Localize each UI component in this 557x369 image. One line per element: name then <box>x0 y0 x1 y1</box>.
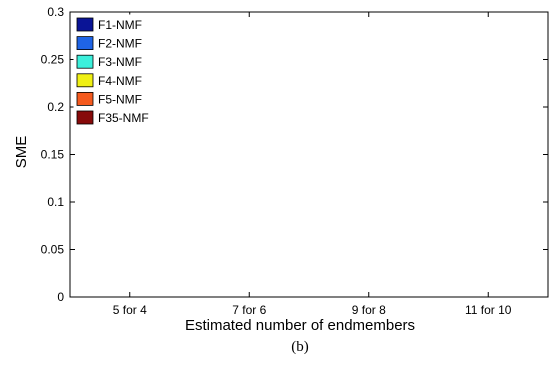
x-tick-label: 5 for 4 <box>113 303 147 317</box>
legend-label: F5-NMF <box>98 92 142 106</box>
x-axis-label: Estimated number of endmembers <box>185 317 415 334</box>
y-axis-label: SME <box>13 136 30 169</box>
y-tick-label: 0.25 <box>41 53 65 67</box>
legend-swatch <box>76 54 94 69</box>
figure-caption: (b) <box>291 339 309 355</box>
y-tick-label: 0.2 <box>47 100 64 114</box>
legend-swatch <box>76 73 94 88</box>
legend-swatch <box>76 17 94 32</box>
y-tick-label: 0 <box>57 290 64 304</box>
legend-swatch <box>76 110 94 125</box>
legend-label: F3-NMF <box>98 55 142 69</box>
legend: F1-NMF F2-NMF F3-NMF F4-NMF F5-NMF F35-NMF <box>73 14 163 132</box>
x-tick-label: 7 for 6 <box>232 303 266 317</box>
y-tick-label: 0.3 <box>47 5 64 19</box>
x-tick-label: 9 for 8 <box>352 303 386 317</box>
legend-label: F2-NMF <box>98 37 142 51</box>
x-tick-label: 11 for 10 <box>465 303 512 317</box>
legend-label: F1-NMF <box>98 18 142 32</box>
legend-swatch <box>76 92 94 106</box>
y-tick-label: 0.15 <box>41 148 65 162</box>
legend-label: F35-NMF <box>98 111 149 125</box>
y-tick-label: 0.1 <box>47 195 64 209</box>
legend-swatch <box>76 36 94 50</box>
legend-label: F4-NMF <box>98 74 142 88</box>
y-tick-label: 0.05 <box>41 243 65 257</box>
